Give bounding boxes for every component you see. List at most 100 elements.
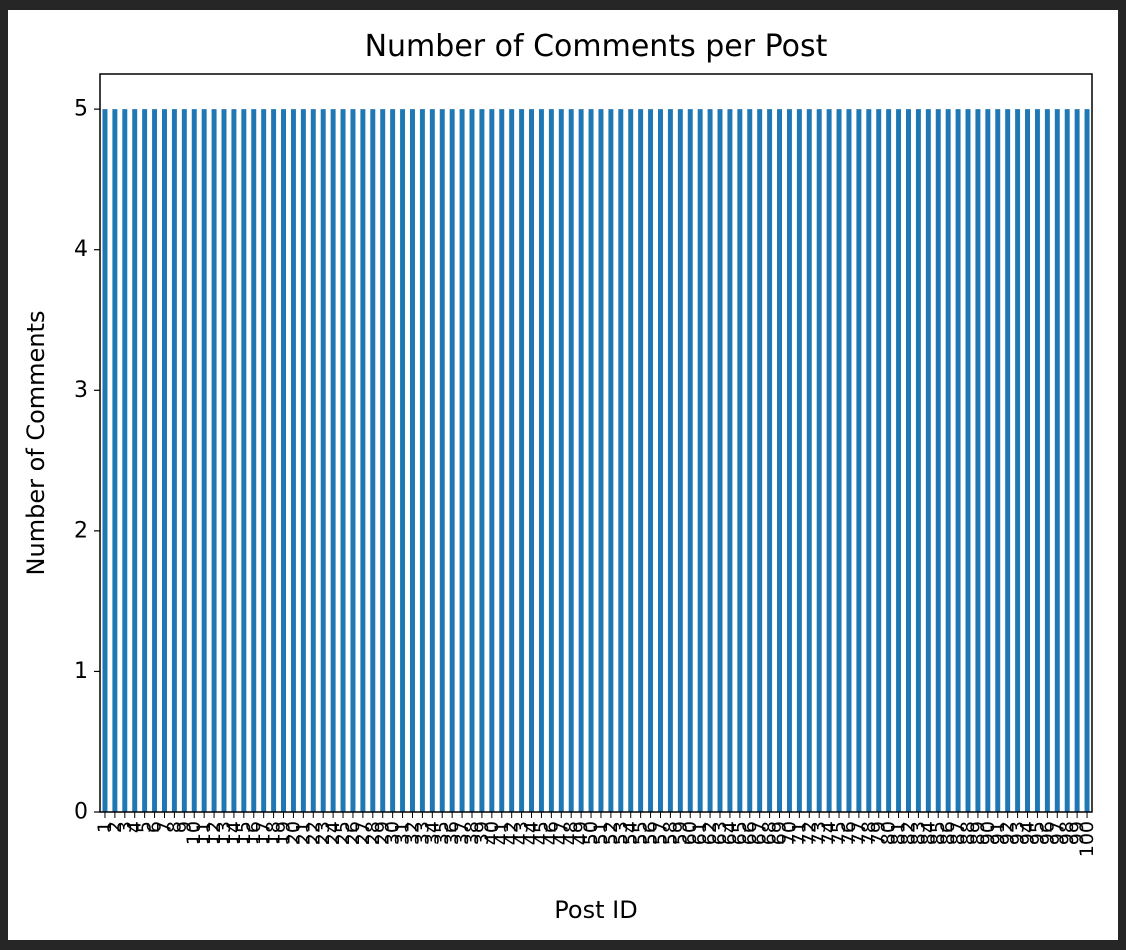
bar-post-42 — [509, 109, 514, 812]
bar-post-5 — [142, 109, 147, 812]
bar-post-53 — [618, 109, 623, 812]
bar-post-16 — [251, 109, 256, 812]
bar-post-50 — [589, 109, 594, 812]
bar-post-63 — [718, 109, 723, 812]
bar-post-32 — [410, 109, 415, 812]
bar-post-47 — [559, 109, 564, 812]
bar-post-19 — [281, 109, 286, 812]
bar-post-86 — [946, 109, 951, 812]
bar-post-78 — [866, 109, 871, 812]
bar-post-90 — [985, 109, 990, 812]
bar-post-41 — [499, 109, 504, 812]
y-tick-label: 4 — [74, 237, 88, 262]
y-axis-label: Number of Comments — [22, 311, 50, 576]
bar-post-11 — [202, 109, 207, 812]
y-axis: 0 1 2 3 4 5 — [74, 97, 100, 825]
bar-post-39 — [479, 109, 484, 812]
bar-post-34 — [430, 109, 435, 812]
bar-post-51 — [598, 109, 603, 812]
bar-post-1 — [102, 109, 107, 812]
bar-post-26 — [350, 109, 355, 812]
chart-title: Number of Comments per Post — [365, 29, 828, 64]
bar-post-15 — [241, 109, 246, 812]
bar-post-82 — [906, 109, 911, 812]
bar-post-70 — [787, 109, 792, 812]
y-tick-label: 0 — [74, 800, 88, 825]
bar-post-8 — [172, 109, 177, 812]
bar-chart: Number of Comments per Post 0 1 2 3 4 5 12345… — [8, 10, 1118, 940]
bar-post-18 — [271, 109, 276, 812]
y-tick-label: 2 — [74, 518, 88, 543]
bar-post-74 — [827, 109, 832, 812]
bar-post-91 — [995, 109, 1000, 812]
bar-post-24 — [331, 109, 336, 812]
y-tick-label: 3 — [74, 378, 88, 403]
bar-post-31 — [400, 109, 405, 812]
bar-post-83 — [916, 109, 921, 812]
bar-post-10 — [192, 109, 197, 812]
bar-post-75 — [837, 109, 842, 812]
bar-post-94 — [1025, 109, 1030, 812]
bars-group — [102, 109, 1089, 812]
bar-post-27 — [360, 109, 365, 812]
bar-post-35 — [440, 109, 445, 812]
bar-post-7 — [162, 109, 167, 812]
bar-post-52 — [608, 109, 613, 812]
bar-post-38 — [470, 109, 475, 812]
bar-post-89 — [975, 109, 980, 812]
bar-post-20 — [291, 109, 296, 812]
bar-post-98 — [1065, 109, 1070, 812]
bar-post-61 — [698, 109, 703, 812]
bar-post-44 — [529, 109, 534, 812]
bar-post-60 — [688, 109, 693, 812]
x-tick-label: 100 — [1076, 821, 1098, 857]
bar-post-3 — [122, 109, 127, 812]
bar-post-40 — [489, 109, 494, 812]
bar-post-58 — [668, 109, 673, 812]
bar-post-79 — [876, 109, 881, 812]
bar-post-71 — [797, 109, 802, 812]
bar-post-84 — [926, 109, 931, 812]
bar-post-23 — [321, 109, 326, 812]
bar-post-65 — [737, 109, 742, 812]
plot-area-frame — [100, 74, 1092, 812]
bar-post-49 — [579, 109, 584, 812]
bar-post-55 — [638, 109, 643, 812]
bar-post-14 — [231, 109, 236, 812]
bar-post-28 — [370, 109, 375, 812]
bar-post-76 — [846, 109, 851, 812]
bar-post-4 — [132, 109, 137, 812]
bar-post-66 — [747, 109, 752, 812]
bar-post-21 — [301, 109, 306, 812]
bar-post-77 — [856, 109, 861, 812]
bar-post-48 — [569, 109, 574, 812]
bar-post-22 — [311, 109, 316, 812]
bar-post-2 — [112, 109, 117, 812]
bar-post-87 — [956, 109, 961, 812]
bar-post-97 — [1055, 109, 1060, 812]
bar-post-67 — [757, 109, 762, 812]
bar-post-17 — [261, 109, 266, 812]
bar-post-64 — [727, 109, 732, 812]
bar-post-36 — [450, 109, 455, 812]
bar-post-9 — [182, 109, 187, 812]
bar-post-43 — [519, 109, 524, 812]
bar-post-80 — [886, 109, 891, 812]
x-axis: 1234567891011121314151617181920212223242… — [94, 812, 1098, 857]
bar-post-81 — [896, 109, 901, 812]
bar-post-54 — [628, 109, 633, 812]
bar-post-6 — [152, 109, 157, 812]
y-tick-label: 5 — [74, 97, 88, 122]
bar-post-72 — [807, 109, 812, 812]
bar-post-33 — [420, 109, 425, 812]
y-tick-label: 1 — [74, 659, 88, 684]
bar-post-46 — [549, 109, 554, 812]
bar-post-68 — [767, 109, 772, 812]
bar-post-29 — [380, 109, 385, 812]
bar-post-85 — [936, 109, 941, 812]
bar-post-73 — [817, 109, 822, 812]
bar-post-45 — [539, 109, 544, 812]
bar-post-56 — [648, 109, 653, 812]
bar-post-37 — [460, 109, 465, 812]
bar-post-95 — [1035, 109, 1040, 812]
